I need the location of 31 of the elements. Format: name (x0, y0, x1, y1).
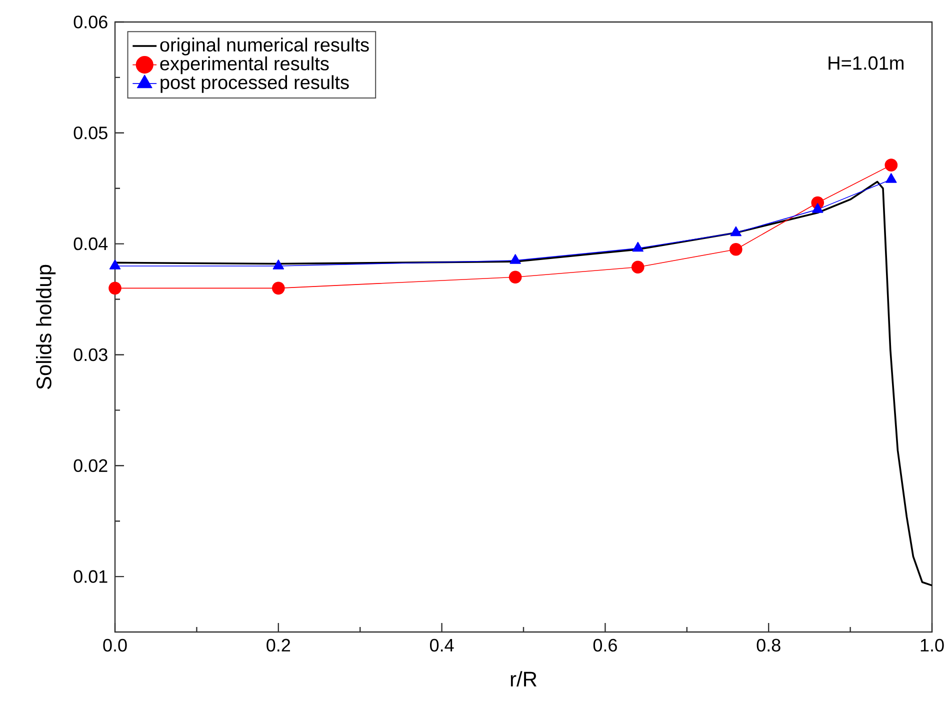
y-axis-title: Solids holdup (36, 264, 56, 390)
point (272, 282, 285, 295)
x-tick-label: 0.6 (593, 638, 617, 652)
legend-label: original numerical results (160, 38, 369, 56)
y-tick-label: 0.05 (74, 126, 108, 140)
y-tick-label: 0.01 (74, 570, 108, 583)
point (510, 254, 521, 264)
point (631, 260, 644, 274)
point (886, 173, 897, 183)
point (108, 282, 122, 295)
x-tick-label: 1.0 (920, 638, 944, 652)
point (632, 242, 644, 252)
y-tick-label: 0.06 (74, 16, 108, 28)
annotation: H=1.01m (828, 56, 904, 70)
y-tick-label: 0.04 (74, 237, 108, 250)
x-tick-label: 0.4 (430, 638, 454, 652)
point (272, 260, 284, 270)
point (884, 158, 898, 172)
y-tick-label: 0.03 (74, 348, 108, 362)
legend-label: experimental results (160, 56, 329, 74)
point (812, 203, 824, 213)
x-axis-title: r/R (510, 671, 537, 687)
x-tick-label: 0.0 (103, 638, 127, 652)
point (109, 260, 121, 270)
point (730, 242, 742, 256)
legend-label: post processed results (160, 75, 349, 93)
point (730, 226, 742, 236)
x-tick-label: 0.2 (266, 638, 290, 652)
x-tick-label: 0.8 (756, 638, 780, 652)
y-tick-label: 0.02 (74, 459, 108, 472)
point (508, 270, 522, 284)
